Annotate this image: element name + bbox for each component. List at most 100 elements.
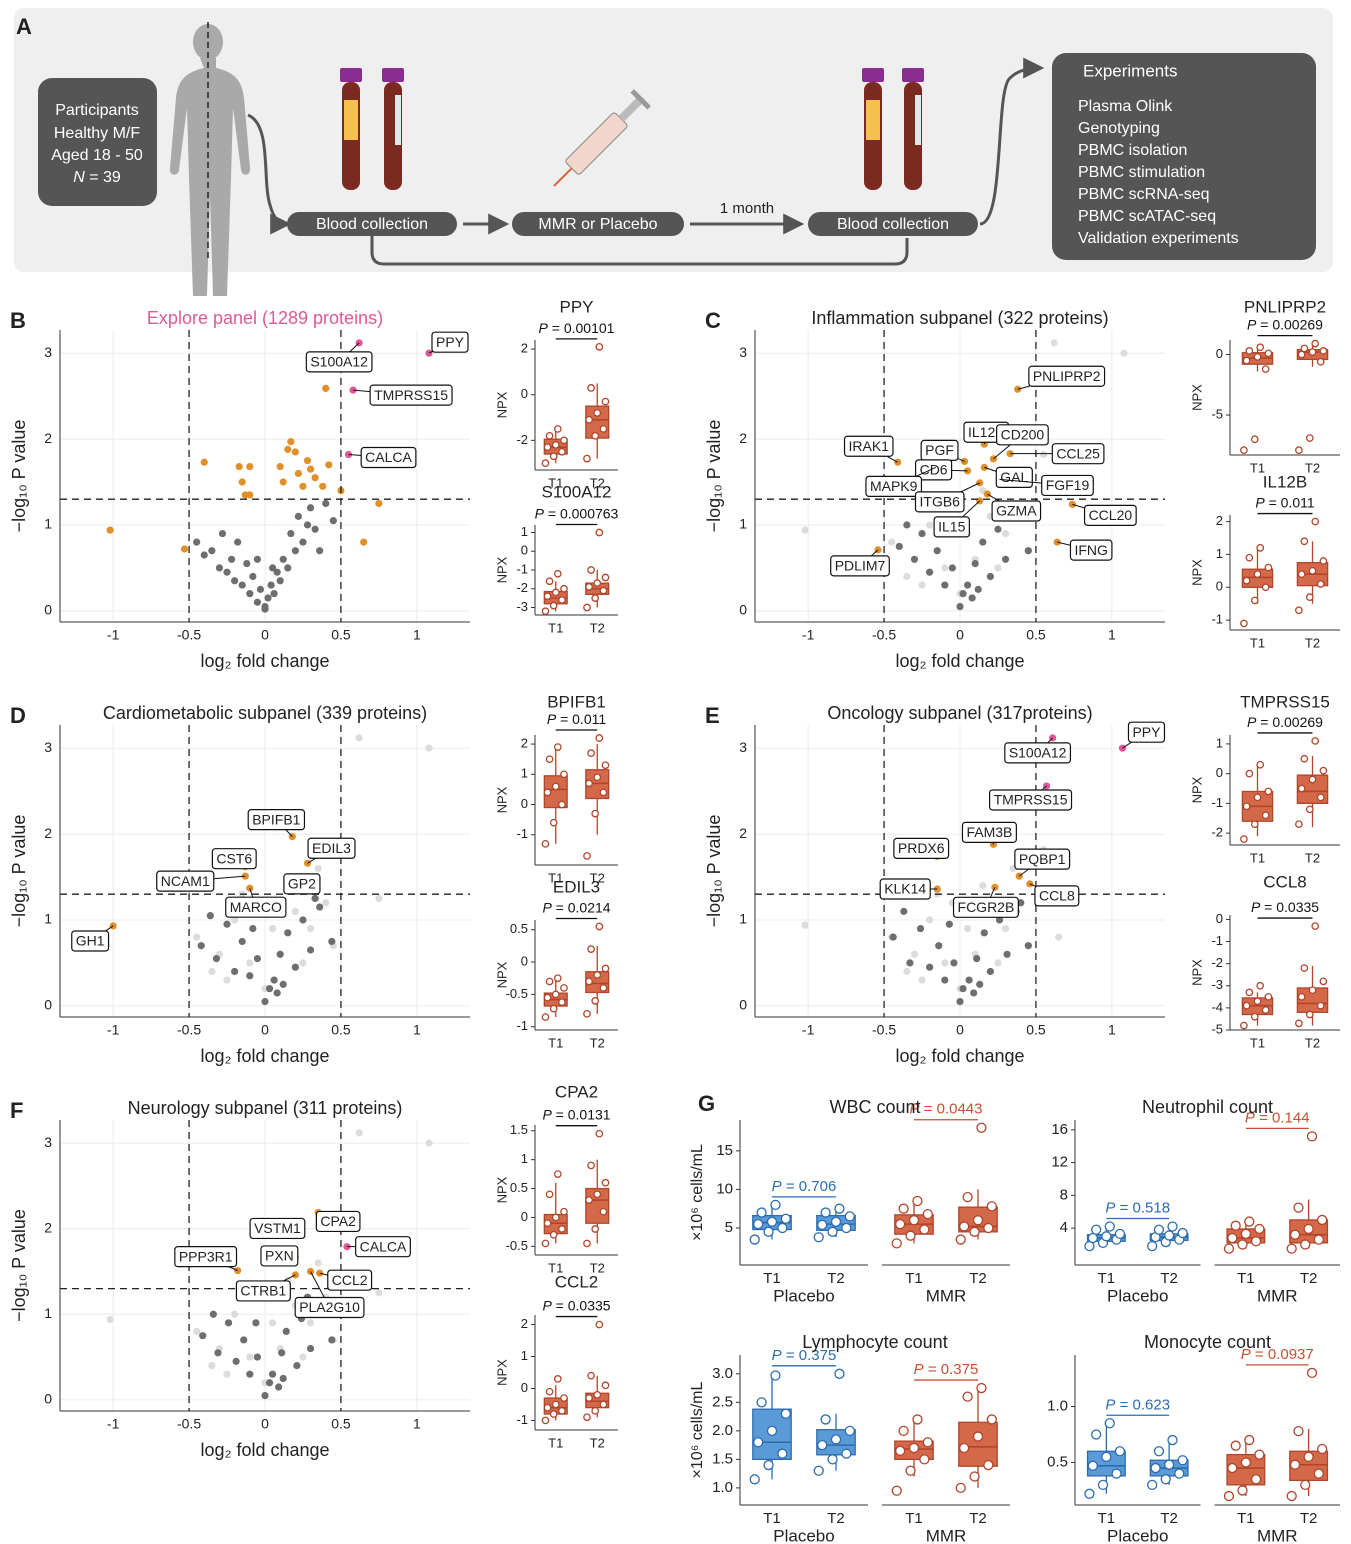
data-point	[279, 1374, 287, 1383]
text-part: P	[910, 1101, 920, 1118]
chart-title: Neurology subpanel (311 proteins)	[128, 1098, 403, 1118]
p-value-label: P = 0.375	[772, 1347, 837, 1364]
data-point	[545, 755, 554, 764]
data-point	[817, 1439, 828, 1451]
data-point	[279, 555, 287, 563]
data-point	[276, 950, 284, 958]
point-label: FGF19	[1046, 477, 1090, 493]
data-point	[1163, 1230, 1175, 1241]
data-point	[970, 989, 978, 997]
data-point	[1001, 529, 1010, 538]
data-point	[1227, 1232, 1238, 1244]
panel-letter: G	[698, 1091, 715, 1116]
y-tick-label: -1	[1211, 795, 1223, 810]
x-tick-label: 1	[413, 627, 421, 643]
data-point	[585, 583, 593, 591]
data-point	[1091, 1224, 1102, 1235]
x-axis-label: log₂ fold change	[895, 651, 1024, 671]
text-part: P	[1241, 1346, 1251, 1363]
data-point	[599, 425, 608, 433]
data-point	[328, 937, 336, 946]
data-point	[1097, 1479, 1109, 1491]
data-point	[1240, 835, 1248, 843]
data-point	[587, 1371, 595, 1380]
x-tick-label: T1	[1237, 1510, 1255, 1527]
data-point	[1308, 986, 1317, 995]
data-point	[941, 976, 949, 984]
data-point	[1245, 553, 1254, 562]
y-tick-label: 1.5	[712, 1450, 733, 1467]
data-point	[560, 1207, 568, 1216]
data-point	[820, 1414, 831, 1425]
y-tick-label: 1	[521, 1348, 528, 1363]
data-point	[908, 1442, 920, 1454]
experiment-item: PBMC scRNA-seq	[1078, 186, 1210, 203]
panel-a: A Participants Healthy M/F Aged 18 - 50 …	[14, 8, 1333, 296]
data-point	[223, 1370, 231, 1378]
data-point	[595, 1320, 604, 1329]
data-point	[1311, 922, 1320, 930]
data-point	[593, 773, 602, 782]
data-point	[1084, 1488, 1095, 1499]
data-point	[595, 342, 604, 351]
data-point	[311, 525, 319, 533]
data-point	[375, 894, 383, 903]
y-tick-label: 1	[739, 516, 747, 532]
label-box	[961, 821, 1017, 843]
y-tick-label: 0	[1216, 579, 1223, 594]
x-tick-label: T1	[548, 1435, 563, 1450]
box-plot: -1 -0.5 0 0.5 T1 T2 P = 0.0214 EDIL3 NPX	[494, 877, 618, 1050]
data-point	[994, 525, 1002, 533]
data-point	[1050, 339, 1058, 347]
data-point	[558, 596, 566, 604]
text-part: P	[1255, 494, 1265, 510]
y-tick-label: -5	[1211, 1021, 1223, 1036]
data-point	[1313, 1468, 1324, 1479]
data-point	[918, 976, 926, 984]
text-part: P	[542, 1106, 552, 1122]
data-point	[1261, 365, 1270, 373]
data-point	[1264, 992, 1273, 1001]
point-label: CALCA	[360, 1238, 407, 1254]
point-label: ITGB6	[920, 494, 961, 510]
data-point	[955, 1234, 966, 1245]
data-point	[299, 482, 307, 490]
label-box	[952, 896, 1019, 918]
facet-label: Placebo	[1107, 1526, 1168, 1544]
data-point	[282, 1327, 290, 1336]
data-point	[979, 538, 987, 546]
x-tick-label: 0.5	[1026, 627, 1046, 643]
data-point	[1295, 446, 1303, 455]
data-point	[231, 1310, 239, 1318]
data-point	[1254, 1449, 1265, 1460]
data-point	[956, 602, 964, 611]
panel-letter: F	[10, 1098, 23, 1123]
x-tick-label: 1	[1108, 627, 1116, 643]
data-point	[268, 564, 277, 572]
data-point	[976, 1382, 987, 1394]
y-tick-label: 0	[1216, 911, 1223, 926]
data-point	[753, 1437, 764, 1448]
data-point	[895, 1218, 906, 1230]
p-value-label: P = 0.623	[1105, 1396, 1170, 1413]
y-tick-label: 0	[44, 997, 52, 1013]
data-point	[551, 441, 560, 449]
x-axis-label: log₂ fold change	[200, 1440, 329, 1460]
data-point	[209, 1310, 217, 1318]
data-point	[583, 1009, 591, 1018]
data-point	[541, 1416, 550, 1425]
data-point	[834, 1203, 845, 1214]
data-point	[223, 568, 231, 576]
data-point	[375, 1289, 383, 1297]
label-box	[830, 555, 890, 577]
data-point	[585, 977, 593, 986]
data-point	[303, 521, 312, 529]
x-tick-label: T1	[1098, 1270, 1116, 1287]
data-point	[994, 564, 1002, 572]
data-point	[983, 1222, 994, 1234]
y-tick-label: 4	[1060, 1219, 1068, 1236]
y-tick-label: -4	[1211, 999, 1223, 1014]
y-tick-label: 1	[521, 524, 528, 539]
